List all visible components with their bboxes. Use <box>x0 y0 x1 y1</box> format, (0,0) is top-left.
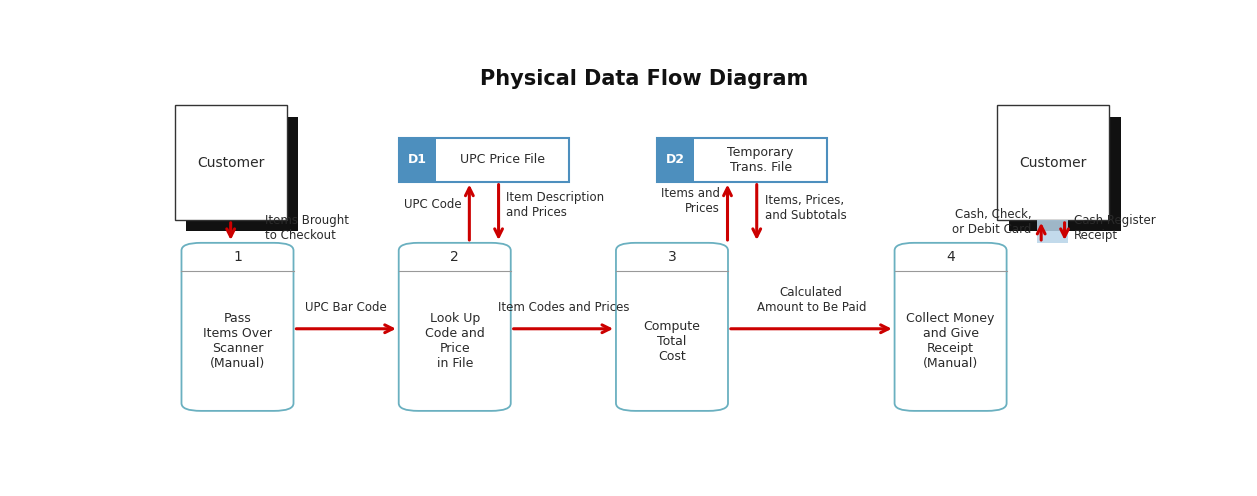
Text: Calculated
Amount to Be Paid: Calculated Amount to Be Paid <box>757 286 866 314</box>
Bar <box>398 138 436 182</box>
Text: 4: 4 <box>947 250 955 264</box>
Text: UPC Bar Code: UPC Bar Code <box>305 301 387 314</box>
Text: Compute
Total
Cost: Compute Total Cost <box>644 320 700 363</box>
Text: D1: D1 <box>407 153 426 166</box>
Text: Customer: Customer <box>1019 156 1086 170</box>
Text: Cash Register
Receipt: Cash Register Receipt <box>1075 214 1156 242</box>
Bar <box>657 138 694 182</box>
Text: Temporary
Trans. File: Temporary Trans. File <box>728 146 794 174</box>
Text: UPC Code: UPC Code <box>403 198 461 211</box>
Bar <box>1008 117 1120 231</box>
Bar <box>657 138 827 182</box>
Text: Cash, Check,
or Debit Card: Cash, Check, or Debit Card <box>952 208 1032 236</box>
FancyBboxPatch shape <box>616 243 728 411</box>
Bar <box>398 138 569 182</box>
Text: Items Brought
to Checkout: Items Brought to Checkout <box>265 214 348 242</box>
Text: D2: D2 <box>666 153 685 166</box>
Text: UPC Price File: UPC Price File <box>460 153 546 166</box>
FancyBboxPatch shape <box>181 243 294 411</box>
Text: Pass
Items Over
Scanner
(Manual): Pass Items Over Scanner (Manual) <box>202 312 272 370</box>
Text: Item Description
and Prices: Item Description and Prices <box>507 190 605 219</box>
Text: Items and
Prices: Items and Prices <box>661 187 720 215</box>
Bar <box>997 105 1109 220</box>
Bar <box>175 105 287 220</box>
Text: Look Up
Code and
Price
in File: Look Up Code and Price in File <box>425 312 485 370</box>
Text: Physical Data Flow Diagram: Physical Data Flow Diagram <box>480 69 808 89</box>
FancyBboxPatch shape <box>398 243 510 411</box>
Text: Collect Money
and Give
Receipt
(Manual): Collect Money and Give Receipt (Manual) <box>906 312 994 370</box>
Text: Customer: Customer <box>197 156 264 170</box>
Text: Item Codes and Prices: Item Codes and Prices <box>498 301 628 314</box>
Text: Items, Prices,
and Subtotals: Items, Prices, and Subtotals <box>764 194 846 223</box>
Text: 3: 3 <box>667 250 676 264</box>
Text: 1: 1 <box>233 250 241 264</box>
FancyBboxPatch shape <box>895 243 1007 411</box>
Text: 2: 2 <box>450 250 459 264</box>
Bar <box>1037 220 1068 243</box>
Bar <box>186 117 298 231</box>
